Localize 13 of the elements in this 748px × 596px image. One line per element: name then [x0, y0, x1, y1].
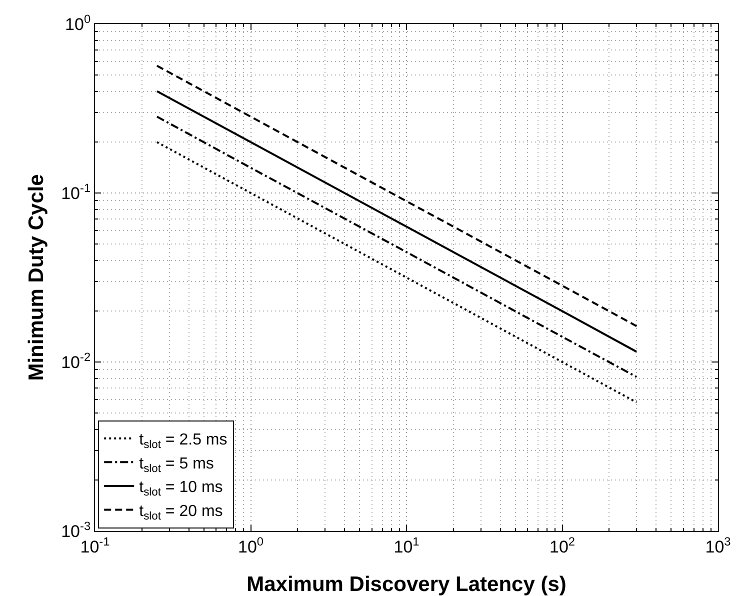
x-tick-label: 10$^{2}$: [549, 534, 576, 556]
legend-label: t$_{slot}$ = 5 ms: [139, 455, 214, 475]
x-tick-label: 10$^{1}$: [394, 534, 420, 556]
x-tick-label: 10$^{3}$: [705, 534, 732, 556]
x-tick-label: 10$^{0}$: [238, 534, 264, 556]
x-axis-title: Maximum Discovery Latency (s): [246, 573, 566, 596]
y-tick-label: 10$^{-2}$: [61, 350, 91, 372]
legend-label: t$_{slot}$ = 2.5 ms: [139, 432, 228, 451]
y-tick-label: 10$^{0}$: [65, 12, 91, 34]
legend-label: t$_{slot}$ = 20 ms: [139, 503, 223, 522]
legend-label: t$_{slot}$ = 10 ms: [139, 479, 223, 499]
y-axis-title: Minimum Duty Cycle: [25, 174, 48, 381]
y-tick-label: 10$^{-1}$: [61, 180, 91, 203]
